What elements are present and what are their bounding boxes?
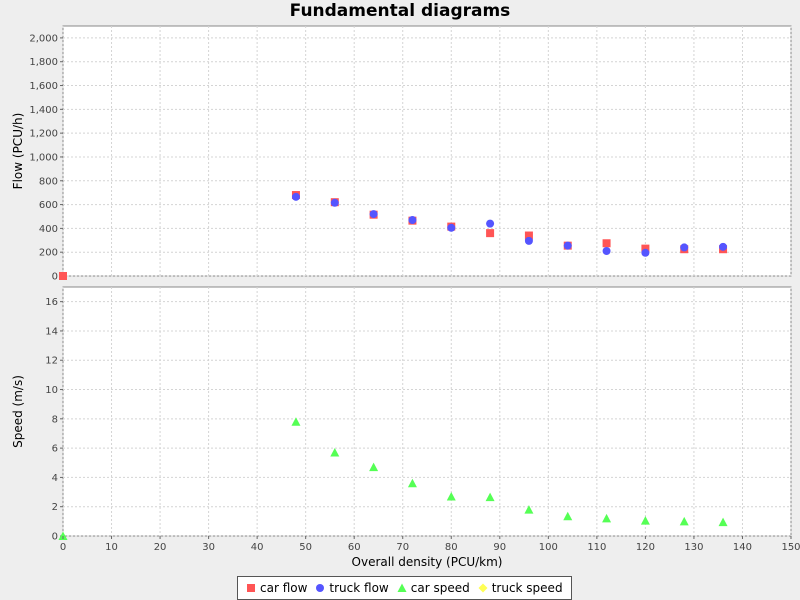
x-tick-label: 140	[733, 542, 752, 553]
data-point-truck-flow	[369, 210, 378, 219]
legend-label: truck speed	[491, 581, 563, 595]
data-point-truck-flow	[486, 219, 495, 228]
y-tick-label: 16	[45, 297, 58, 308]
x-tick-label: 120	[636, 542, 655, 553]
y-tick-label: 400	[39, 224, 58, 235]
square-marker-icon	[247, 584, 255, 592]
plot-area-speed	[62, 286, 792, 537]
chart-title: Fundamental diagrams	[289, 1, 511, 21]
y-tick-label: 800	[39, 176, 58, 187]
data-point-car-speed	[563, 511, 573, 521]
data-point-car-flow	[602, 239, 611, 248]
data-point-car-speed	[485, 492, 495, 502]
data-point-car-flow	[486, 229, 495, 238]
y-axis-label-flow: Flow (PCU/h)	[11, 113, 25, 190]
legend-item-car-speed: car speed	[397, 581, 470, 595]
circle-marker-icon	[316, 584, 325, 592]
data-point-car-flow	[59, 272, 67, 280]
y-tick-label: 8	[52, 414, 58, 425]
data-point-truck-flow	[524, 236, 533, 245]
data-point-car-speed	[291, 417, 301, 426]
x-tick-label: 60	[348, 542, 361, 553]
data-point-truck-flow	[291, 192, 300, 201]
y-tick-label: 10	[45, 385, 58, 396]
data-point-car-speed	[640, 516, 650, 525]
triangle-marker-icon	[397, 583, 407, 592]
y-tick-label: 6	[52, 444, 58, 455]
diamond-marker-icon	[478, 583, 488, 593]
data-point-car-speed	[679, 516, 689, 526]
data-point-truck-flow	[563, 241, 572, 250]
data-point-truck-flow	[330, 198, 339, 207]
data-point-truck-flow	[602, 247, 611, 255]
x-tick-label: 10	[105, 542, 118, 553]
data-point-truck-flow	[641, 248, 650, 257]
data-point-car-speed	[407, 478, 417, 488]
y-tick-label: 0	[52, 532, 58, 543]
x-axis-label: Overall density (PCU/km)	[352, 555, 503, 569]
data-point-car-speed	[369, 462, 379, 472]
data-point-truck-flow	[408, 216, 417, 225]
data-point-car-flow	[641, 244, 650, 253]
y-tick-label: 1,800	[29, 57, 58, 68]
y-tick-label: 1,600	[29, 81, 58, 92]
y-tick-label: 14	[45, 326, 58, 337]
legend-item-truck-flow: truck flow	[315, 581, 389, 595]
x-tick-label: 30	[202, 542, 215, 553]
y-tick-label: 2,000	[29, 33, 58, 44]
x-tick-label: 110	[587, 542, 606, 553]
legend-label: car speed	[410, 581, 470, 595]
data-point-car-speed	[446, 491, 456, 501]
x-tick-label: 50	[299, 542, 312, 553]
y-tick-label: 200	[39, 248, 58, 259]
y-tick-label: 0	[52, 272, 58, 283]
y-tick-label: 600	[39, 200, 58, 211]
y-tick-label: 1,400	[29, 105, 58, 116]
chart-legend: car flow truck flow car speed truck speed	[237, 576, 572, 600]
x-tick-label: 150	[781, 542, 800, 553]
x-tick-label: 70	[396, 542, 409, 553]
x-tick-label: 40	[251, 542, 264, 553]
data-point-car-speed	[58, 531, 68, 540]
y-tick-label: 12	[45, 356, 58, 367]
x-tick-label: 100	[539, 542, 558, 553]
y-tick-label: 2	[52, 502, 58, 513]
y-axis-label-speed: Speed (m/s)	[11, 375, 25, 448]
y-tick-label: 4	[52, 473, 58, 484]
x-tick-label: 20	[154, 542, 167, 553]
y-tick-label: 1,200	[29, 129, 58, 140]
x-tick-label: 0	[60, 542, 66, 553]
data-point-car-flow	[524, 231, 533, 240]
data-point-car-speed	[330, 448, 340, 457]
legend-label: truck flow	[329, 581, 389, 595]
x-tick-label: 80	[445, 542, 458, 553]
x-tick-label: 130	[684, 542, 703, 553]
legend-item-car-flow: car flow	[246, 581, 307, 595]
plot-area-flow	[62, 25, 792, 277]
legend-label: car flow	[260, 581, 308, 595]
data-point-truck-flow	[719, 242, 728, 251]
x-tick-label: 90	[493, 542, 506, 553]
data-point-car-speed	[524, 505, 534, 514]
data-point-car-speed	[718, 517, 728, 527]
legend-item-truck-speed: truck speed	[478, 581, 563, 595]
y-tick-label: 1,000	[29, 152, 58, 163]
data-point-truck-flow	[680, 243, 689, 252]
data-point-truck-flow	[447, 223, 456, 232]
data-point-car-speed	[602, 513, 612, 523]
